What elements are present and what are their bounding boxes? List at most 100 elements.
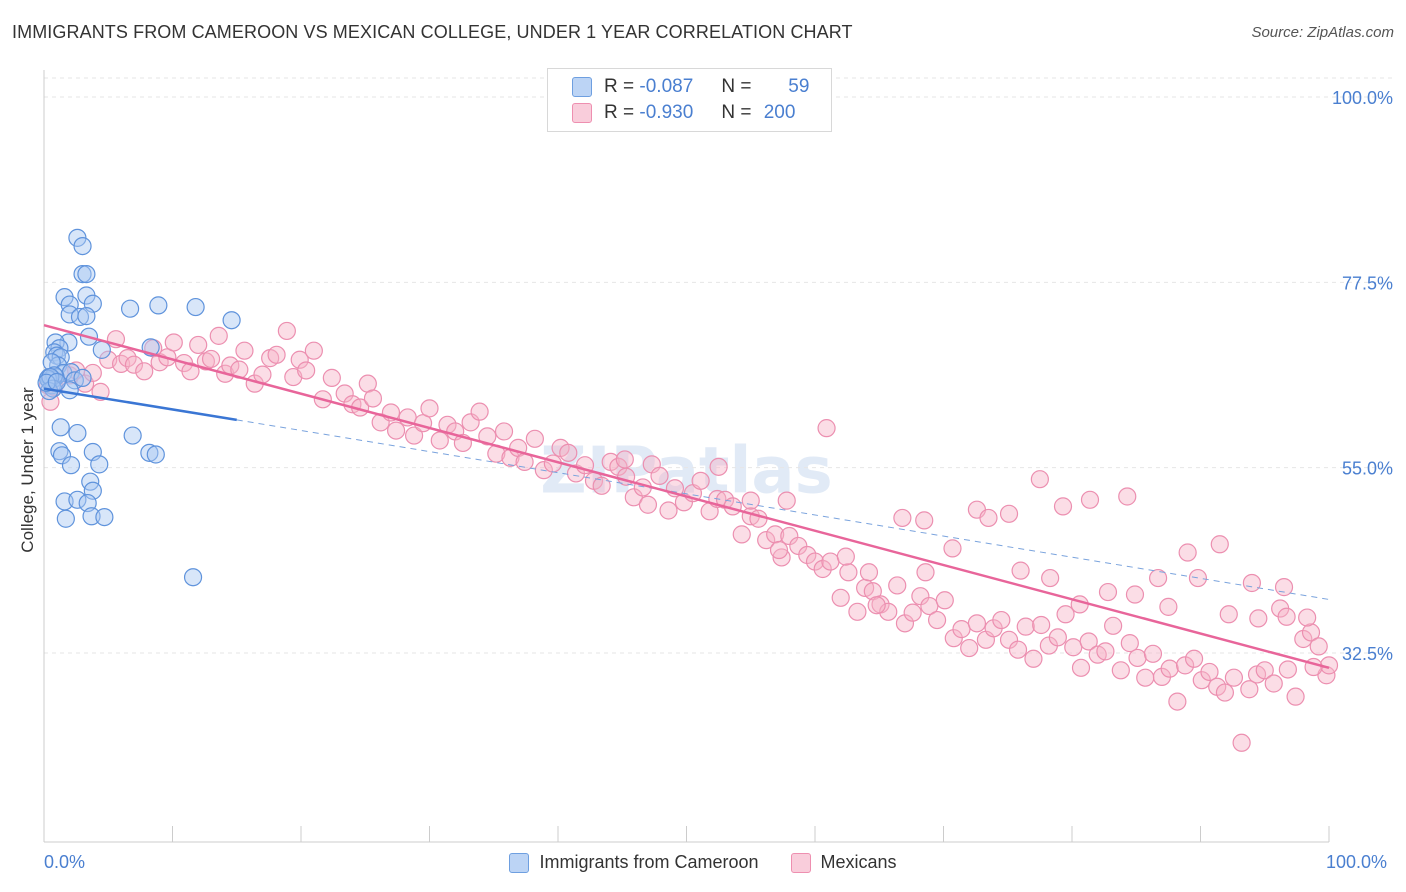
- mexicans-point: [757, 531, 776, 550]
- mexicans-point: [848, 602, 867, 621]
- mexicans-point: [691, 471, 710, 490]
- legend-swatch-cameroon: [509, 852, 530, 873]
- legend-swatch-cameroon: [572, 77, 592, 97]
- mexicans-point: [960, 638, 979, 658]
- cameroon-point: [149, 296, 168, 315]
- r-value: -0.087: [639, 76, 694, 97]
- mexicans-point: [525, 429, 544, 448]
- mexicans-point: [879, 602, 898, 621]
- y-tick-label: 32.5%: [1342, 644, 1393, 664]
- cameroon-trend-extension: [236, 419, 1330, 600]
- mexicans-point: [290, 350, 309, 369]
- mexicans-point: [277, 321, 296, 341]
- cameroon-point: [51, 418, 70, 437]
- cameroon-point: [95, 507, 114, 527]
- mexicans-point: [749, 509, 768, 528]
- mexicans-point: [1041, 568, 1060, 588]
- cameroon-point: [186, 297, 205, 317]
- mexicans-point: [1079, 632, 1098, 651]
- legend-item-mexicans[interactable]: Mexicans: [790, 852, 897, 873]
- mexicans-point: [935, 591, 954, 610]
- mexicans-point: [1143, 644, 1163, 663]
- mexicans-point: [1118, 487, 1137, 506]
- mexicans-point: [888, 576, 907, 595]
- mexicans-point: [304, 341, 323, 360]
- mexicans-point: [1053, 497, 1073, 516]
- cameroon-point: [222, 311, 241, 330]
- mexicans-point: [741, 491, 760, 510]
- mexicans-point: [638, 495, 658, 514]
- mexicans-point: [1011, 561, 1030, 580]
- mexicans-point: [1056, 605, 1075, 624]
- mexicans-point: [1111, 661, 1130, 680]
- mexicans-point: [494, 422, 514, 441]
- mexicans-point: [1200, 662, 1219, 682]
- cameroon-point: [73, 264, 92, 284]
- mexicans-point: [999, 630, 1019, 649]
- n-label: N =: [721, 102, 752, 123]
- y-tick-label: 100.0%: [1332, 88, 1393, 108]
- cameroon-point: [47, 372, 66, 392]
- cameroon-point: [90, 455, 109, 474]
- mexicans-point: [420, 399, 439, 418]
- mexicans-point: [1160, 659, 1179, 678]
- legend-item-cameroon[interactable]: Immigrants from Cameroon: [509, 852, 759, 873]
- mexicans-point: [322, 368, 341, 387]
- mexicans-point: [839, 563, 858, 582]
- mexicans-point: [386, 421, 406, 440]
- mexicans-point: [624, 488, 643, 507]
- mexicans-point: [1128, 648, 1147, 668]
- mexicans-point: [859, 563, 879, 582]
- mexicans-point: [559, 443, 578, 462]
- mexicans-point: [1064, 638, 1083, 657]
- mexicans-point: [979, 508, 998, 528]
- cameroon-point: [77, 307, 96, 326]
- mexicans-point: [1215, 683, 1235, 702]
- mexicans-point: [1301, 623, 1321, 642]
- mexicans-point: [1240, 680, 1259, 699]
- mexicans-point: [297, 361, 316, 380]
- mexicans-point: [927, 610, 947, 630]
- mexicans-point: [1125, 585, 1145, 604]
- mexicans-point: [777, 491, 796, 510]
- x-tick-label-left: 0.0%: [44, 852, 86, 872]
- cameroon-point: [82, 507, 101, 526]
- mexicans-point: [769, 540, 789, 560]
- mexicans-point: [893, 508, 912, 528]
- r-value: -0.930: [639, 102, 694, 123]
- mexicans-point: [1175, 656, 1195, 675]
- mexicans-point: [1219, 605, 1238, 624]
- mexicans-point: [615, 450, 634, 469]
- mexicans-point: [952, 620, 971, 639]
- mexicans-point: [1278, 660, 1297, 679]
- mexicans-point: [1184, 649, 1204, 668]
- mexicans-point: [209, 326, 228, 345]
- mexicans-point: [817, 419, 836, 438]
- mexicans-point: [805, 552, 825, 571]
- mexicans-point: [363, 389, 383, 408]
- mexicans-point: [1309, 637, 1328, 656]
- n-label: N =: [721, 76, 752, 97]
- mexicans-point: [1098, 582, 1118, 602]
- mexicans-point: [1008, 640, 1028, 659]
- n-value: 59: [788, 76, 810, 97]
- mexicans-point: [235, 341, 254, 360]
- mexicans-point: [1232, 733, 1251, 752]
- r-label: R =: [604, 76, 635, 97]
- mexicans-point: [124, 355, 144, 374]
- mexicans-point: [813, 559, 832, 579]
- mexicans-point: [201, 349, 221, 369]
- mexicans-point: [1048, 628, 1067, 647]
- cameroon-trend-line: [43, 387, 237, 422]
- mexicans-point: [943, 539, 962, 558]
- mexicans-point: [709, 457, 728, 476]
- mexicans-point: [1070, 595, 1089, 614]
- mexicans-point: [430, 431, 449, 450]
- n-value: 200: [763, 102, 796, 123]
- legend-row-cameroon: R = -0.087 N = 59: [572, 75, 809, 99]
- mexicans-point: [1016, 617, 1035, 636]
- mexicans-point: [1298, 608, 1317, 627]
- cameroon-point: [68, 423, 87, 443]
- legend-row-mexicans: R = -0.930 N = 200: [572, 101, 795, 125]
- mexicans-point: [1286, 687, 1305, 706]
